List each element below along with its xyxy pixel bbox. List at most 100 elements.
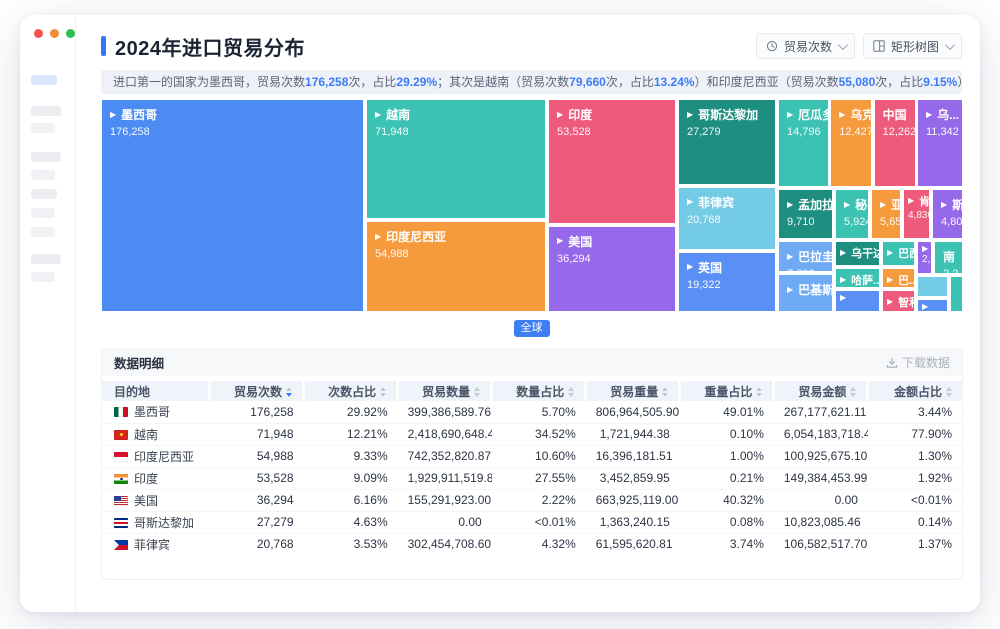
destination-name: 印度尼西亚: [134, 449, 195, 464]
drilldown-arrow-icon: ▶: [687, 197, 694, 207]
treemap-node-乌克兰[interactable]: ▶ 乌克兰 12,427: [830, 99, 873, 187]
sidebar-skeleton-item: [31, 227, 55, 237]
treemap-node-印度尼西亚[interactable]: ▶ 印度尼西亚 54,988: [365, 221, 546, 312]
column-header-2[interactable]: 次数占比: [302, 381, 398, 401]
column-header-8[interactable]: 金额占比: [866, 381, 962, 401]
treemap-chart: ▶ 墨西哥 176,258 ▶ 越南 71,948 ▶ 印度尼西亚 54,988 ▶ 印度 53,52…: [101, 99, 963, 312]
value-cell: 77.90%: [867, 423, 962, 446]
in-flag-icon: [114, 473, 128, 484]
window-controls: [34, 29, 75, 38]
treemap-node-label: 南: [943, 250, 956, 265]
treemap-node-哈萨...[interactable]: ▶ 哈萨...: [834, 267, 880, 288]
treemap-node-value: 36,294: [557, 252, 591, 265]
treemap-node-美国[interactable]: ▶ 美国 36,294: [548, 225, 677, 312]
treemap-node-巴基斯坦[interactable]: ▶ 巴基斯坦: [778, 274, 833, 312]
value-cell: 106,582,517.70: [783, 537, 868, 552]
value-cell: 3.44%: [867, 401, 962, 424]
treemap-node-智利[interactable]: ▶ 智利: [881, 290, 915, 312]
close-window-button[interactable]: [34, 29, 43, 38]
column-header-1[interactable]: 贸易次数: [207, 381, 304, 401]
sort-icon: [662, 387, 669, 398]
destination-name: 美国: [134, 493, 159, 508]
treemap-node-value: 14,796: [787, 126, 821, 138]
treemap-node-value: 7,690: [787, 268, 824, 271]
treemap-node-菲律宾[interactable]: ▶ 菲律宾 20,768: [678, 186, 777, 251]
treemap-node-label: 孟加拉国: [798, 198, 833, 213]
chevron-down-icon: [837, 39, 848, 50]
download-data-button[interactable]: 下载数据: [886, 354, 950, 371]
treemap-node-value: 4,804: [940, 216, 963, 229]
page-title: 2024年进口贸易分布: [115, 37, 305, 60]
treemap-node-印度[interactable]: ▶ 印度 53,528: [548, 99, 677, 225]
treemap-node-英国[interactable]: ▶ 英国 19,322: [678, 251, 777, 312]
drilldown-arrow-icon: ▶: [687, 262, 694, 272]
value-cell: 6,054,183,718.45: [773, 423, 868, 446]
notice-text: 次，占比: [875, 75, 924, 89]
column-header-6[interactable]: 重量占比: [678, 381, 774, 401]
value-cell: 20,768: [256, 537, 294, 552]
drilldown-arrow-icon: ▶: [110, 109, 117, 119]
treemap-node-中国[interactable]: 中国 12,262: [873, 99, 916, 187]
treemap-node[interactable]: ▶2,5: [916, 241, 932, 275]
title-accent-bar: [101, 36, 106, 56]
data-table-body: 墨西哥 176,258 29.92% 399,386,589.76 5.70% 806,9…: [102, 401, 962, 555]
treemap-node-巴西[interactable]: ▶ 巴西: [881, 241, 915, 266]
column-header-3[interactable]: 贸易数量: [396, 381, 492, 401]
column-header-4[interactable]: 数量占比: [490, 381, 586, 401]
treemap-node-亚[interactable]: ▶ 亚 5,650: [871, 189, 901, 240]
column-header-7[interactable]: 贸易金额: [772, 381, 868, 401]
treemap-node-label: 哥斯达黎加: [698, 108, 759, 122]
value-cell: 34.52%: [491, 423, 586, 446]
main-content: 2024年进口贸易分布 贸易次数 矩形树图: [75, 15, 980, 612]
treemap-node-哥斯达黎加[interactable]: ▶ 哥斯达黎加 27,279: [678, 99, 777, 186]
treemap-node-label: 巴...: [898, 274, 915, 287]
treemap-node-越南[interactable]: ▶ 越南 71,948: [365, 99, 546, 219]
treemap-node[interactable]: [949, 276, 963, 312]
value-cell: 1,929,911,519.85: [397, 467, 492, 490]
treemap-node[interactable]: ▶: [834, 290, 880, 312]
treemap-node-label: 巴拉圭: [798, 250, 833, 265]
global-scope-button[interactable]: 全球: [513, 320, 550, 337]
value-cell: 3.53%: [353, 537, 388, 552]
chart-type-dropdown[interactable]: 矩形树图: [862, 33, 962, 59]
treemap-node-南[interactable]: 南 2,2: [934, 241, 963, 275]
treemap-node-孟加拉国[interactable]: ▶ 孟加拉国 9,710: [778, 189, 833, 240]
treemap-node-秘鲁[interactable]: ▶ 秘鲁 5,924: [834, 189, 869, 240]
value-cell: 49.01%: [679, 401, 774, 424]
treemap-node-肯[interactable]: ▶ 肯4,836: [903, 189, 930, 240]
value-cell: 0.10%: [679, 423, 774, 446]
treemap-node[interactable]: ▶: [916, 299, 948, 312]
value-cell: 2.22%: [491, 489, 586, 512]
treemap-node-乌干达[interactable]: ▶ 乌干达: [834, 241, 880, 266]
vn-flag-icon: [114, 429, 128, 440]
treemap-node-墨西哥[interactable]: ▶ 墨西哥 176,258: [101, 99, 364, 312]
treemap-node-label: 巴西: [898, 248, 914, 261]
drilldown-arrow-icon: ▶: [839, 248, 847, 258]
sidebar-skeleton-item: [31, 106, 61, 116]
app-window: 2024年进口贸易分布 贸易次数 矩形树图: [20, 15, 980, 612]
treemap-node-乌...[interactable]: ▶ 乌... 11,342: [916, 99, 963, 187]
metric-dropdown[interactable]: 贸易次数: [755, 33, 855, 59]
column-header-label: 贸易数量: [422, 384, 471, 399]
minimize-window-button[interactable]: [50, 29, 59, 38]
column-header-label: 贸易重量: [610, 384, 659, 399]
value-cell: 29.92%: [303, 401, 398, 424]
sort-icon: [474, 387, 481, 398]
summary-notice: 进口第一的国家为墨西哥，贸易次数176,258次，占比29.29%；其次是越南（…: [101, 70, 962, 94]
treemap-node-巴拉圭[interactable]: ▶ 巴拉圭 7,690: [778, 241, 833, 273]
value-cell: 302,454,708.60: [407, 537, 492, 552]
treemap-node-斯[interactable]: ▶ 斯 4,804: [931, 189, 963, 240]
treemap-node-value: 11,342: [925, 126, 959, 138]
destination-cell: 墨西哥: [102, 401, 210, 424]
treemap-node-label: 墨西哥: [121, 108, 158, 122]
drilldown-arrow-icon: ▶: [921, 244, 929, 254]
value-cell: 1,721,944.38: [585, 423, 680, 446]
zoom-window-button[interactable]: [66, 29, 75, 38]
treemap-node-巴...[interactable]: ▶ 巴...: [881, 267, 915, 288]
column-header-5[interactable]: 贸易重量: [584, 381, 680, 401]
treemap-node-label: 斯: [952, 198, 963, 213]
treemap-node-厄瓜多尔[interactable]: ▶ 厄瓜多尔 14,796: [778, 99, 829, 187]
value-cell: 806,964,505.90: [585, 401, 680, 424]
table-bottom-spacer: [102, 555, 962, 579]
treemap-node[interactable]: [916, 276, 948, 298]
